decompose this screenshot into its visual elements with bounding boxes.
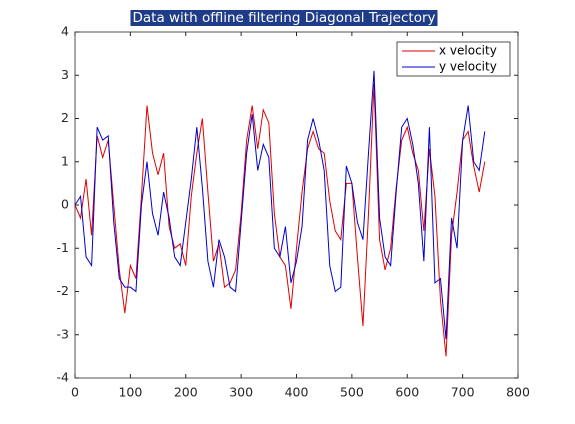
x-tick-label: 100 (118, 385, 142, 400)
x-tick-label: 600 (395, 385, 419, 400)
legend-box (396, 41, 511, 77)
y-tick-label: 0 (61, 197, 69, 212)
y-tick-label: 3 (61, 67, 69, 82)
x-tick-label: 800 (506, 385, 530, 400)
y-tick-label: -3 (57, 326, 69, 341)
x-tick-label: 500 (340, 385, 364, 400)
x-tick-label: 200 (174, 385, 198, 400)
y-tick-label: 1 (61, 153, 69, 168)
y-tick-label: 2 (61, 110, 69, 125)
x-tick-label: 300 (229, 385, 253, 400)
y-tick-label: -4 (57, 370, 70, 385)
chart-title: Data with offline filtering Diagonal Tra… (132, 10, 435, 26)
x-tick-label: 0 (71, 385, 79, 400)
x-tick-label: 400 (285, 385, 309, 400)
data-line (74, 70, 486, 340)
x-tick-label: 700 (451, 385, 475, 400)
y-tick-label: -1 (57, 240, 69, 255)
legend-label: y velocity (439, 60, 497, 74)
y-tick-label: 4 (61, 24, 69, 39)
legend-label: x velocity (439, 44, 497, 58)
y-tick-label: -2 (57, 283, 69, 298)
title-background (130, 10, 438, 26)
